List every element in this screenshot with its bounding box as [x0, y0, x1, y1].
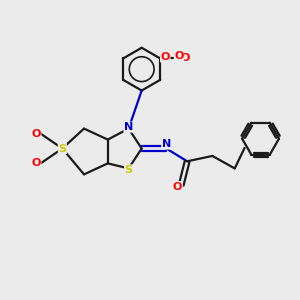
Text: N: N: [124, 122, 133, 132]
Text: O: O: [32, 129, 41, 139]
Text: O: O: [180, 53, 190, 64]
Text: S: S: [124, 165, 133, 175]
Text: O: O: [173, 182, 182, 192]
Text: N: N: [162, 139, 171, 149]
Text: O: O: [160, 52, 170, 62]
Text: O: O: [174, 51, 184, 61]
Text: S: S: [58, 143, 66, 154]
Text: O: O: [32, 158, 41, 168]
